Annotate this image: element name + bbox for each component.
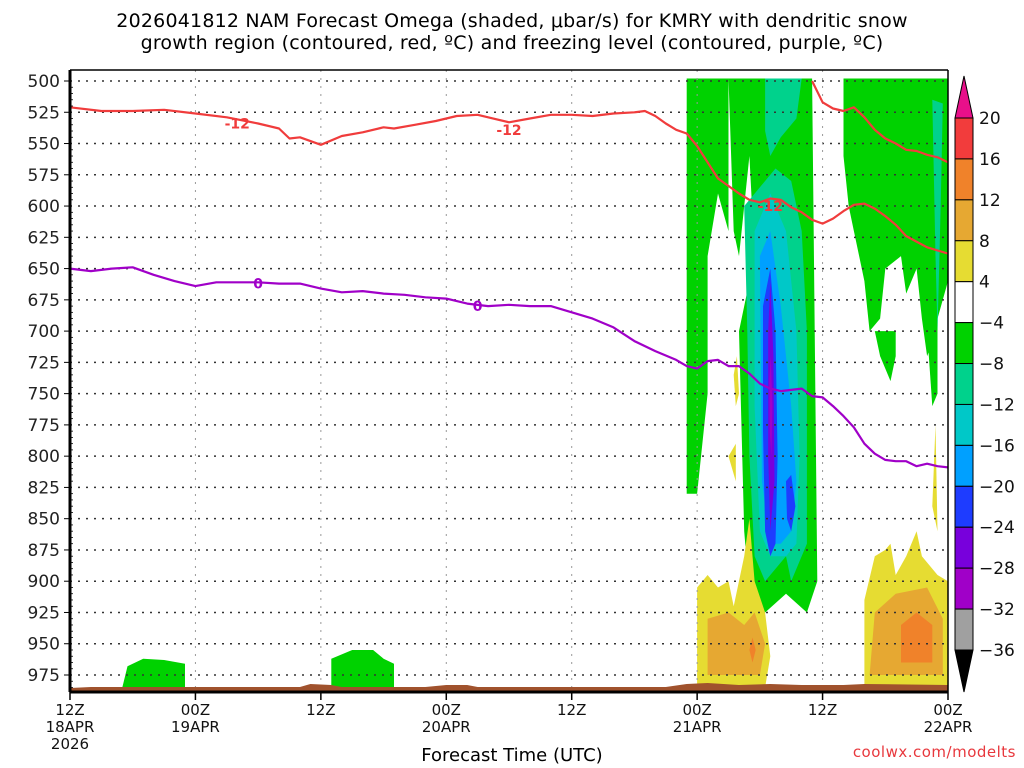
colorbar-tick-label: −32 — [979, 600, 1015, 620]
colorbar-tick-label: 4 — [979, 273, 990, 293]
grid-lines — [70, 70, 948, 692]
colorbar-bin — [954, 485, 974, 528]
x-tick-label: 00Z — [432, 701, 461, 719]
colorbar-bin — [954, 281, 974, 324]
colorbar-bin — [954, 608, 974, 651]
colorbar-bin — [954, 567, 974, 610]
contour-label: -12 — [496, 123, 521, 139]
omega-patch — [707, 612, 766, 675]
omega-patch — [843, 78, 948, 357]
y-tick-label: 775 — [28, 416, 60, 436]
colorbar-tick-label: −12 — [979, 395, 1015, 415]
x-tick-label: 12Z — [306, 701, 335, 719]
colorbar-tick-label: 12 — [979, 191, 1001, 211]
omega-patch — [927, 331, 938, 407]
omega-patch — [786, 474, 796, 532]
axes: 500 525 550 575 600 625 650 675 700 725 750 775 800 8… — [28, 69, 973, 753]
contour-label: 0 — [473, 299, 483, 315]
colorbar-bin — [954, 526, 974, 569]
x-tick-label: 00Z — [933, 701, 962, 719]
y-tick-label: 525 — [28, 103, 60, 123]
y-tick-label: 575 — [28, 166, 60, 186]
y-tick-label: 875 — [28, 541, 60, 561]
omega-patch — [874, 331, 896, 382]
y-tick-label: 800 — [28, 447, 60, 467]
omega-patch — [901, 612, 933, 663]
contour-label: -12 — [758, 199, 783, 215]
contour-line — [70, 106, 948, 255]
omega-shading — [122, 78, 948, 688]
terrain-surface — [70, 683, 948, 692]
colorbar-tick-label: −4 — [979, 314, 1004, 334]
x-tick-label: 00Z — [682, 701, 711, 719]
x-tick-label: 20APR — [422, 718, 471, 736]
omega-patch — [932, 424, 938, 532]
x-axis-label: Forecast Time (UTC) — [421, 745, 603, 766]
colorbar-tick-label: −16 — [979, 436, 1015, 456]
colorbar-bin — [954, 322, 974, 365]
colorbar-top-arrow — [954, 75, 974, 119]
chart-title-line-2: growth region (contoured, red, ºC) and f… — [140, 32, 884, 54]
colorbar-tick-label: −28 — [979, 559, 1015, 579]
omega-patch — [733, 356, 739, 407]
colorbar-bin — [954, 117, 974, 160]
y-tick-label: 700 — [28, 322, 60, 342]
y-tick-label: 850 — [28, 510, 60, 530]
y-tick-label: 925 — [28, 603, 60, 623]
omega-patch — [728, 443, 736, 482]
omega-patch — [765, 78, 802, 156]
colorbar-bin — [954, 444, 974, 487]
y-tick-label: 625 — [28, 228, 60, 248]
credit-link[interactable]: coolwx.com/modelts — [852, 743, 1016, 761]
colorbar-bin — [954, 158, 974, 201]
y-tick-label: 500 — [28, 72, 60, 92]
x-tick-label: 12Z — [808, 701, 837, 719]
colorbar-tick-label: 8 — [979, 232, 990, 252]
x-tick-label: 19APR — [171, 718, 220, 736]
colorbar-tick-label: 20 — [979, 109, 1001, 129]
colorbar-bottom-arrow — [954, 649, 974, 693]
x-tick-label: 18APR — [46, 718, 95, 736]
x-tick-label: 21APR — [673, 718, 722, 736]
x-tick-label: 00Z — [181, 701, 210, 719]
omega-patch — [122, 658, 185, 688]
x-tick-label: 12Z — [55, 701, 84, 719]
contour-label: 0 — [253, 277, 263, 293]
y-tick-label: 550 — [28, 135, 60, 155]
colorbar-bin — [954, 199, 974, 242]
colorbar-tick-label: −36 — [979, 641, 1015, 661]
y-tick-label: 725 — [28, 353, 60, 373]
y-tick-label: 600 — [28, 197, 60, 217]
colorbar-bin — [954, 363, 974, 405]
y-tick-label: 675 — [28, 291, 60, 311]
colorbar-bin — [954, 240, 974, 283]
terrain — [70, 683, 948, 692]
colorbar-bin — [954, 403, 974, 446]
contours: -12 -12 -12 0 0 — [70, 80, 948, 469]
omega-patch — [331, 650, 394, 688]
colorbar-tick-label: −20 — [979, 477, 1015, 497]
chart-title-line-1: 2026041812 NAM Forecast Omega (shaded, μ… — [116, 10, 908, 32]
omega-patch — [769, 356, 773, 457]
contour-line — [70, 266, 948, 469]
y-tick-label: 975 — [28, 666, 60, 686]
y-tick-label: 750 — [28, 385, 60, 405]
x-tick-label: 2026 — [51, 735, 89, 753]
x-tick-label: 12Z — [557, 701, 586, 719]
colorbar-tick-label: 16 — [979, 150, 1001, 170]
y-tick-label: 650 — [28, 260, 60, 280]
contour-label: -12 — [225, 117, 250, 133]
contour-line — [811, 80, 948, 164]
colorbar-tick-label: −24 — [979, 518, 1015, 538]
colorbar: 20 16 12 8 4 −4 −8 −12 −16 −20 −24 −28 −32 −36 — [954, 75, 1015, 693]
y-tick-label: 825 — [28, 478, 60, 498]
colorbar-tick-label: −8 — [979, 355, 1004, 375]
x-tick-label: 22APR — [924, 718, 973, 736]
y-tick-label: 950 — [28, 635, 60, 655]
y-tick-label: 900 — [28, 572, 60, 592]
